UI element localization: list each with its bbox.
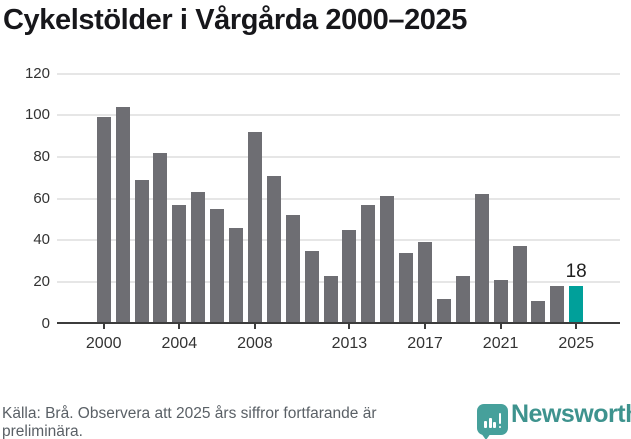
x-axis-tick	[499, 324, 502, 330]
gridline-80	[57, 155, 620, 158]
bar-2023	[531, 300, 546, 324]
bar-2002	[134, 179, 149, 324]
x-axis-tick	[253, 324, 256, 330]
bar-2007	[229, 227, 243, 324]
bar-2006	[210, 208, 225, 324]
y-axis-tick-label: 40	[33, 231, 50, 249]
bar-2016	[399, 252, 414, 324]
bar-2020	[474, 194, 489, 324]
x-axis-tick	[178, 324, 181, 330]
gridline-60	[57, 197, 620, 200]
newsworthy-logo[interactable]: Newsworthy	[477, 400, 631, 439]
bar-2024	[550, 286, 565, 324]
gridline-120	[57, 72, 620, 75]
x-axis-tick-label: 2021	[482, 335, 519, 352]
y-axis-tick-label: 100	[24, 106, 50, 124]
bar-chart: 0 20 40 60 80 100 120 2000 2004 2008 2013 2017 2021 2…	[24, 64, 620, 352]
x-axis-tick-label: 2008	[237, 335, 273, 352]
bar-2000	[96, 117, 111, 324]
y-axis-tick-label: 0	[41, 314, 50, 332]
y-axis-tick-label: 60	[33, 189, 50, 207]
x-axis-tick-label: 2017	[407, 335, 443, 352]
x-axis-tick	[575, 324, 578, 330]
y-axis-tick-label: 80	[33, 147, 50, 165]
x-axis-tick	[102, 324, 105, 330]
bar-2013	[342, 229, 357, 324]
x-axis-tick	[424, 324, 426, 330]
x-axis-tick-label: 2025	[558, 335, 594, 352]
bar-2018	[436, 298, 451, 324]
y-axis-tick-label: 120	[24, 64, 50, 82]
chart-title: Cykelstölder i Vårgårda 2000–2025	[3, 4, 467, 36]
gridline-40	[57, 239, 620, 242]
bar-2009	[266, 175, 281, 324]
newsworthy-speech-bubble-chart-icon	[477, 404, 508, 439]
x-axis-tick-label: 2004	[161, 335, 198, 352]
bar-2011	[304, 250, 319, 324]
newsworthy-wordmark: Newsworthy	[511, 400, 631, 428]
bar-2014	[361, 204, 376, 324]
y-axis-tick-label: 20	[33, 272, 50, 290]
bar-2001	[115, 106, 130, 324]
highlight-value-label: 18	[565, 261, 587, 282]
bar-2004	[172, 204, 187, 324]
bar-2021	[493, 279, 508, 324]
bar-2025	[569, 286, 584, 324]
bar-2019	[455, 275, 470, 324]
x-axis-tick	[348, 324, 351, 330]
gridline-20	[57, 280, 620, 283]
x-axis-line	[57, 321, 620, 325]
source-note: Källa: Brå. Observera att 2025 års siffr…	[2, 405, 377, 439]
bar-2015	[380, 196, 395, 324]
bar-2003	[153, 152, 168, 324]
bar-2008	[247, 131, 262, 324]
bar-2005	[191, 192, 206, 324]
bar-2012	[323, 275, 338, 324]
bar-2022	[512, 246, 527, 324]
x-axis-tick-label: 2000	[85, 335, 122, 352]
bar-2010	[285, 215, 300, 324]
gridline-100	[57, 114, 620, 117]
x-axis-tick-label: 2013	[331, 335, 368, 352]
bar-2017	[418, 242, 432, 324]
